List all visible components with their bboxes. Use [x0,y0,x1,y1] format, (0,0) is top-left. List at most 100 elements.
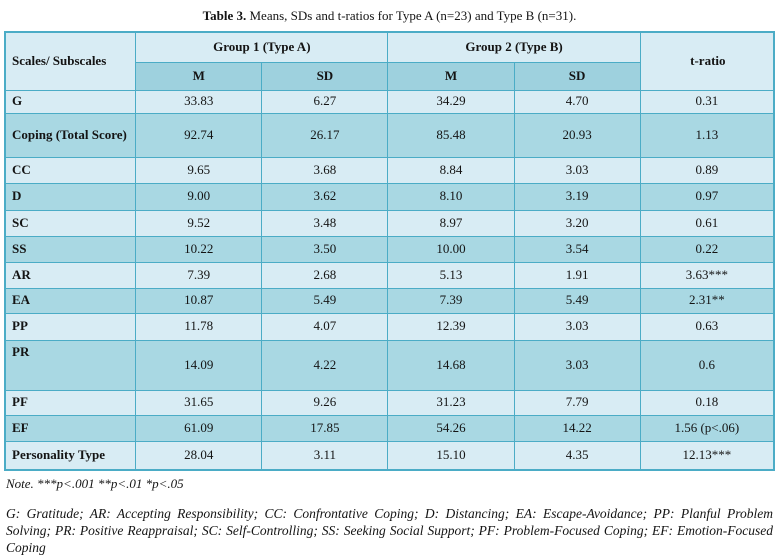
t-ratio-cell: 2.31** [639,287,775,314]
group2-m-cell: 7.39 [387,287,515,314]
group1-m-cell: 10.87 [135,287,263,314]
group2-m-cell: 12.39 [387,312,515,341]
row-label: PF [4,389,137,416]
group1-sd-cell: 3.11 [261,440,389,471]
group1-sd-cell: 26.17 [261,112,389,158]
group1-m-cell: 92.74 [135,112,263,158]
t-ratio-cell: 1.13 [639,112,775,158]
header-row-groups: Scales/ Subscales Group 1 (Type A) Group… [4,31,775,91]
group2-m-cell: 85.48 [387,112,515,158]
group2-sd-cell: 14.22 [513,414,641,442]
group2-sd-cell: 3.54 [513,235,641,263]
group2-sd-cell: 4.35 [513,440,641,471]
table-header: Scales/ Subscales Group 1 (Type A) Group… [4,31,775,91]
group2-sd-cell: 7.79 [513,389,641,416]
group1-sd-cell: 3.62 [261,182,389,211]
t-ratio-cell: 0.18 [639,389,775,416]
row-label: EA [4,287,137,314]
t-ratio-cell: 0.97 [639,182,775,211]
table-row: PP 11.78 4.07 12.39 3.03 0.63 [4,312,775,341]
group2-m-cell: 8.97 [387,209,515,237]
group2-m-cell: 31.23 [387,389,515,416]
table-row: Coping (Total Score) 92.74 26.17 85.48 20.93… [4,112,775,158]
row-label: PP [4,312,137,341]
group1-m-cell: 33.83 [135,89,263,114]
group2-m-cell: 5.13 [387,261,515,289]
t-ratio-cell: 0.63 [639,312,775,341]
group1-m-cell: 61.09 [135,414,263,442]
header-group1-m: M [135,61,263,91]
table-row: CC 9.65 3.68 8.84 3.03 0.89 [4,156,775,184]
group2-sd-cell: 5.49 [513,287,641,314]
header-t-ratio: t-ratio [639,31,775,91]
row-label: G [4,89,137,114]
header-group2-sd: SD [513,61,641,91]
t-ratio-cell: 0.22 [639,235,775,263]
group1-sd-cell: 3.48 [261,209,389,237]
table-row: PF 31.65 9.26 31.23 7.79 0.18 [4,389,775,416]
group2-m-cell: 8.10 [387,182,515,211]
row-label: SS [4,235,137,263]
row-label: CC [4,156,137,184]
group1-sd-cell: 3.50 [261,235,389,263]
group1-m-cell: 28.04 [135,440,263,471]
group1-m-cell: 11.78 [135,312,263,341]
table-caption-text: Means, SDs and t-ratios for Type A (n=23… [246,8,577,23]
table-caption-number: Table 3. [202,8,247,23]
table-body: G 33.83 6.27 34.29 4.70 0.31 Coping (Total Sco… [4,89,775,471]
group1-sd-cell: 4.22 [261,339,389,391]
header-group1: Group 1 (Type A) [135,31,389,63]
table-row: G 33.83 6.27 34.29 4.70 0.31 [4,89,775,114]
group2-m-cell: 15.10 [387,440,515,471]
t-ratio-cell: 0.89 [639,156,775,184]
row-label: AR [4,261,137,289]
group1-m-cell: 9.52 [135,209,263,237]
group2-sd-cell: 20.93 [513,112,641,158]
row-label: PR [4,339,137,391]
abbreviation-legend: G: Gratitude; AR: Accepting Responsibili… [6,506,773,555]
group2-m-cell: 34.29 [387,89,515,114]
t-ratio-cell: 3.63*** [639,261,775,289]
group1-m-cell: 9.65 [135,156,263,184]
group1-m-cell: 9.00 [135,182,263,211]
significance-note: Note. ***p<.001 **p<.01 *p<.05 [6,476,184,491]
table-row: AR 7.39 2.68 5.13 1.91 3.63*** [4,261,775,289]
group1-sd-cell: 6.27 [261,89,389,114]
header-group1-sd: SD [261,61,389,91]
group1-sd-cell: 4.07 [261,312,389,341]
table-row: EF 61.09 17.85 54.26 14.22 1.56 (p<.06) [4,414,775,442]
group2-m-cell: 10.00 [387,235,515,263]
header-row-stats: M SD M SD [5,61,774,91]
header-group2: Group 2 (Type B) [387,31,641,63]
row-label: EF [4,414,137,442]
group1-sd-cell: 9.26 [261,389,389,416]
t-ratio-cell: 12.13*** [639,440,775,471]
group1-m-cell: 7.39 [135,261,263,289]
group1-sd-cell: 5.49 [261,287,389,314]
table-row: Personality Type 28.04 3.11 15.10 4.35 12.13*… [4,440,775,471]
group1-m-cell: 10.22 [135,235,263,263]
group1-m-cell: 14.09 [135,339,263,391]
table-row: D 9.00 3.62 8.10 3.19 0.97 [4,182,775,211]
t-ratio-cell: 1.56 (p<.06) [639,414,775,442]
t-ratio-cell: 0.6 [639,339,775,391]
header-group2-m: M [387,61,515,91]
group2-sd-cell: 3.20 [513,209,641,237]
row-label: SC [4,209,137,237]
group2-sd-cell: 3.03 [513,312,641,341]
group2-m-cell: 54.26 [387,414,515,442]
stats-table: Scales/ Subscales Group 1 (Type A) Group… [4,31,775,471]
group2-sd-cell: 3.03 [513,339,641,391]
t-ratio-cell: 0.31 [639,89,775,114]
row-label: Personality Type [4,440,137,471]
header-scales-subscales: Scales/ Subscales [4,31,137,91]
group2-sd-cell: 3.19 [513,182,641,211]
group2-m-cell: 8.84 [387,156,515,184]
group2-m-cell: 14.68 [387,339,515,391]
group1-sd-cell: 17.85 [261,414,389,442]
group1-sd-cell: 2.68 [261,261,389,289]
row-label: Coping (Total Score) [4,112,137,158]
t-ratio-cell: 0.61 [639,209,775,237]
row-label: D [4,182,137,211]
